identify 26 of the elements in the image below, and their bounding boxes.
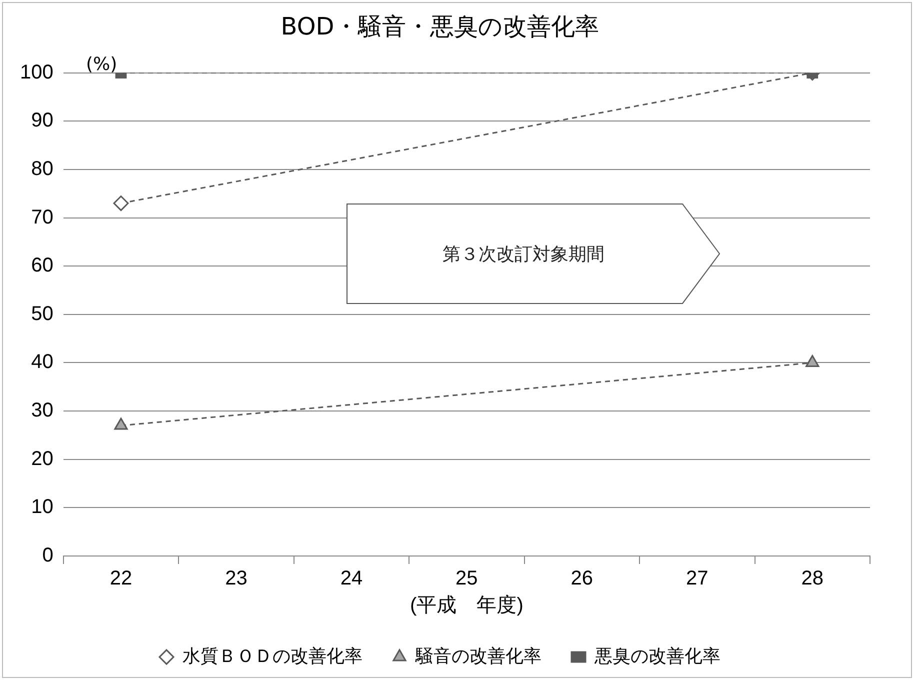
x-tick-label: 27: [686, 568, 708, 590]
y-axis-title: (%): [86, 54, 118, 75]
x-tick-label: 26: [570, 568, 594, 590]
x-tick-label: 24: [340, 568, 363, 590]
x-tick-label: 22: [110, 568, 132, 590]
annotation: 第３次改訂対象期間: [441, 242, 606, 267]
legend-label: 騒音の改善化率: [414, 646, 542, 666]
y-tick-label: 50: [31, 302, 54, 325]
y-tick-label: 100: [20, 61, 54, 84]
y-tick-label: 0: [42, 544, 54, 567]
arrow-shape: 第３次改訂対象期間: [346, 203, 720, 305]
x-tick-label: 23: [225, 568, 248, 590]
y-tick-label: 90: [31, 110, 54, 132]
y-tick-label: 20: [31, 448, 54, 470]
x-axis-title: (平成 年度): [410, 594, 524, 617]
y-tick-label: 70: [31, 206, 54, 228]
legend-label: 水質ＢＯＤの改善化率: [182, 646, 362, 666]
legend-label: 悪臭の改善化率: [594, 646, 720, 666]
y-tick-label: 80: [31, 158, 54, 180]
y-tick-label: 40: [31, 351, 54, 374]
x-tick-label: 25: [456, 568, 478, 590]
chart-title: BOD・騒音・悪臭の改善化率: [280, 12, 600, 41]
x-tick-label: 28: [801, 568, 824, 590]
y-tick-label: 10: [31, 496, 54, 518]
y-tick-label: 60: [31, 254, 54, 277]
y-tick-label: 30: [31, 400, 54, 422]
